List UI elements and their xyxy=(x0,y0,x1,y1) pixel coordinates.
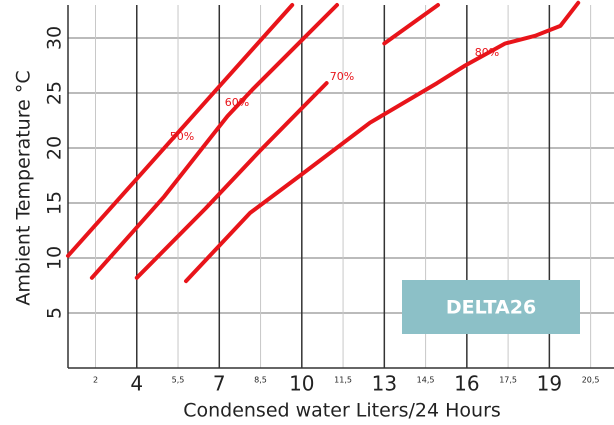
x-tick-label-minor: 11,5 xyxy=(334,376,352,385)
x-tick-label: 4 xyxy=(130,372,143,396)
curve-label: 80% xyxy=(475,46,499,59)
y-tick-label: 25 xyxy=(44,81,66,105)
curve xyxy=(184,0,581,284)
x-tick-label-minor: 14,5 xyxy=(417,376,435,385)
curve-label: 50% xyxy=(170,130,194,143)
y-tick-label: 10 xyxy=(44,246,66,270)
y-axis-label: Ambient Temperature °C xyxy=(13,70,35,305)
x-tick-label-minor: 5,5 xyxy=(172,376,185,385)
x-tick-label-minor: 20,5 xyxy=(582,376,600,385)
x-tick-label: 13 xyxy=(372,372,397,396)
y-tick-label: 30 xyxy=(44,26,66,50)
badge-text: DELTA26 xyxy=(446,297,536,319)
curve-label: 70% xyxy=(330,70,354,83)
badge-box xyxy=(402,280,580,334)
x-tick-label: 19 xyxy=(537,372,562,396)
y-tick-label: 15 xyxy=(44,191,66,215)
curve xyxy=(134,3,440,280)
x-tick-label: 16 xyxy=(454,372,479,396)
x-tick-label-minor: 8,5 xyxy=(254,376,267,385)
y-tick-label: 20 xyxy=(44,136,66,160)
x-axis-label: Condensed water Liters/24 Hours xyxy=(183,400,501,422)
x-tick-label: 7 xyxy=(213,372,226,396)
x-tick-label-minor: 17,5 xyxy=(499,376,517,385)
x-tick-label-minor: 2 xyxy=(93,376,98,385)
y-tick-label: 5 xyxy=(44,307,66,319)
curve xyxy=(66,3,295,258)
curve-label: 60% xyxy=(225,96,249,109)
x-tick-label: 10 xyxy=(289,372,314,396)
curve xyxy=(89,3,339,280)
